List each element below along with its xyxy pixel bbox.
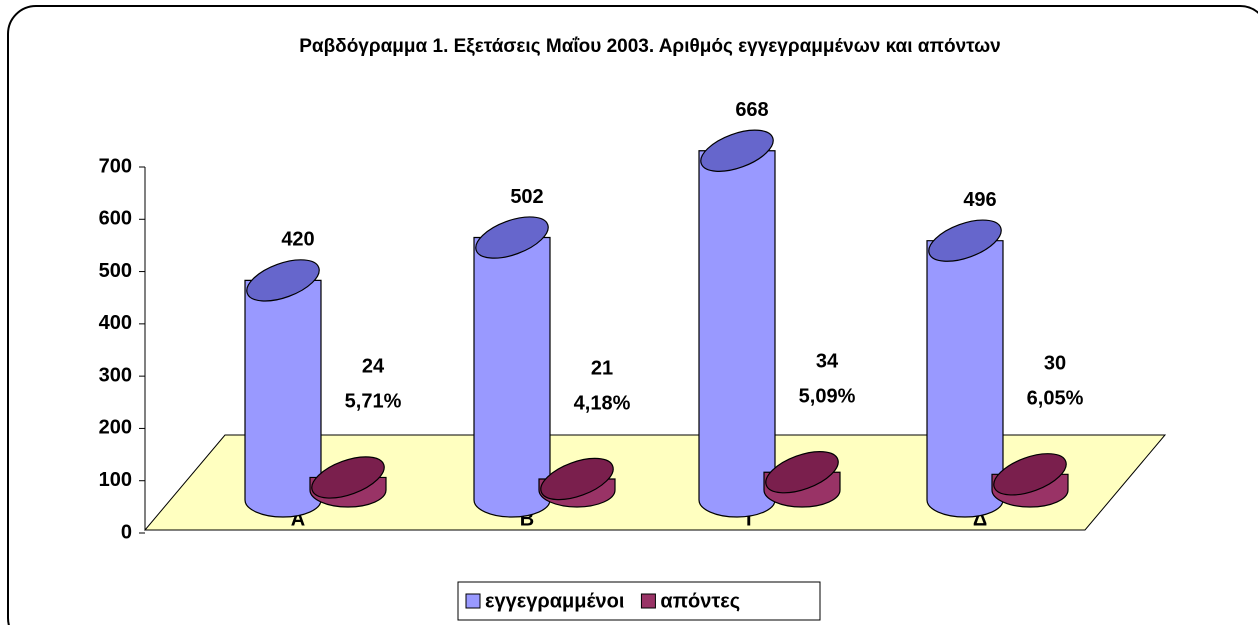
y-tick-label: 300 bbox=[99, 364, 132, 386]
bar bbox=[473, 216, 551, 518]
bar-top bbox=[540, 457, 614, 501]
frame bbox=[7, 5, 1258, 625]
bar-top bbox=[311, 456, 385, 499]
y-tick-label: 0 bbox=[121, 521, 132, 543]
value-label: 34 bbox=[816, 351, 839, 373]
y-tick-label: 500 bbox=[99, 260, 132, 282]
value-label: 30 bbox=[1044, 353, 1066, 375]
bar bbox=[309, 456, 387, 508]
legend-label: απόντες bbox=[660, 590, 740, 612]
value-label: 502 bbox=[510, 186, 543, 208]
bar bbox=[926, 219, 1004, 518]
bar bbox=[244, 259, 322, 518]
y-tick-label: 400 bbox=[99, 312, 132, 334]
annotation: 5,09% bbox=[799, 386, 856, 408]
chart-title: Ραβδόγραμμα 1. Εξετάσεις Μαΐου 2003. Αρι… bbox=[299, 36, 1001, 57]
value-label: 21 bbox=[591, 357, 613, 379]
bar-body bbox=[698, 150, 776, 518]
bar-top bbox=[993, 453, 1067, 496]
bar bbox=[538, 457, 616, 508]
y-tick-label: 600 bbox=[99, 208, 132, 230]
bar-top bbox=[246, 259, 320, 302]
bar-top bbox=[928, 219, 1002, 262]
annotation: 6,05% bbox=[1027, 388, 1084, 410]
value-label: 24 bbox=[362, 356, 385, 378]
value-label: 668 bbox=[735, 99, 768, 121]
bar bbox=[763, 451, 841, 508]
y-tick-label: 700 bbox=[99, 155, 132, 177]
bar bbox=[698, 129, 776, 518]
bar-top bbox=[475, 216, 549, 259]
bar-body bbox=[244, 279, 322, 518]
bar-top bbox=[765, 451, 839, 494]
y-tick-label: 100 bbox=[99, 469, 132, 491]
legend-swatch bbox=[640, 593, 656, 609]
bar-body bbox=[473, 236, 551, 518]
y-tick-label: 200 bbox=[99, 417, 132, 439]
annotation: 5,71% bbox=[345, 391, 402, 413]
bar-body bbox=[926, 240, 1004, 518]
value-label: 496 bbox=[963, 189, 996, 211]
annotation: 4,18% bbox=[574, 392, 631, 414]
legend-swatch bbox=[465, 593, 481, 609]
value-label: 420 bbox=[281, 229, 314, 251]
legend bbox=[457, 581, 821, 621]
bar-top bbox=[700, 129, 774, 172]
floor bbox=[143, 434, 1167, 531]
bar bbox=[991, 453, 1069, 508]
legend-label: εγγεγραμμένοι bbox=[485, 590, 624, 612]
